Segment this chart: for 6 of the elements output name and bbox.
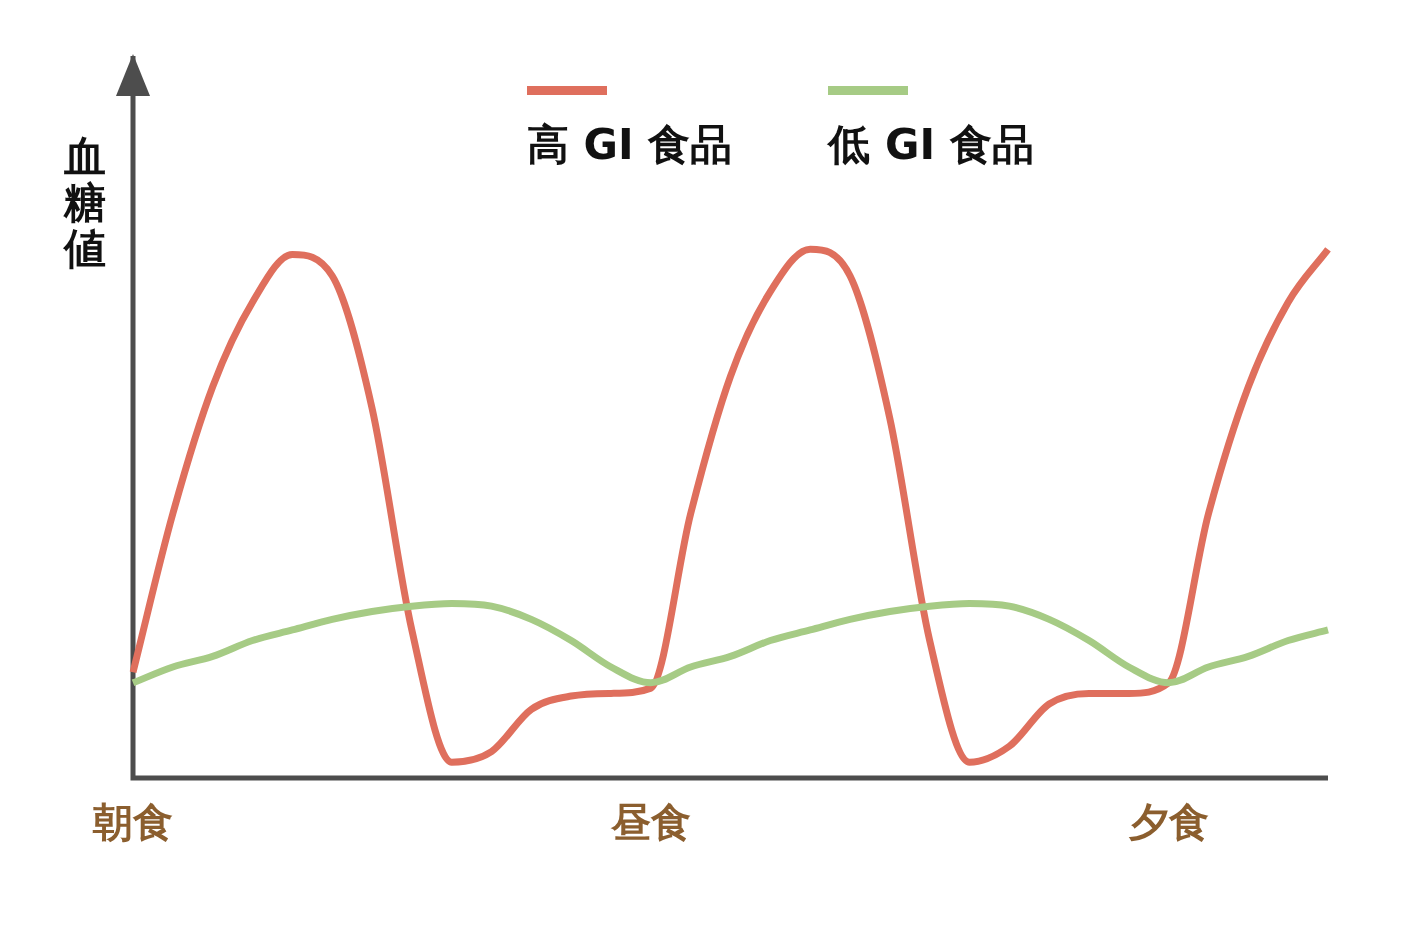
x-tick-label: 夕食 (1127, 799, 1209, 846)
y-axis-title: 血糖値 (64, 132, 106, 273)
x-tick-label: 朝食 (92, 799, 173, 846)
legend-label: 高 GI 食品 (527, 119, 733, 171)
x-tick-label: 昼食 (609, 799, 691, 846)
legend-label: 低 GI 食品 (828, 119, 1034, 171)
